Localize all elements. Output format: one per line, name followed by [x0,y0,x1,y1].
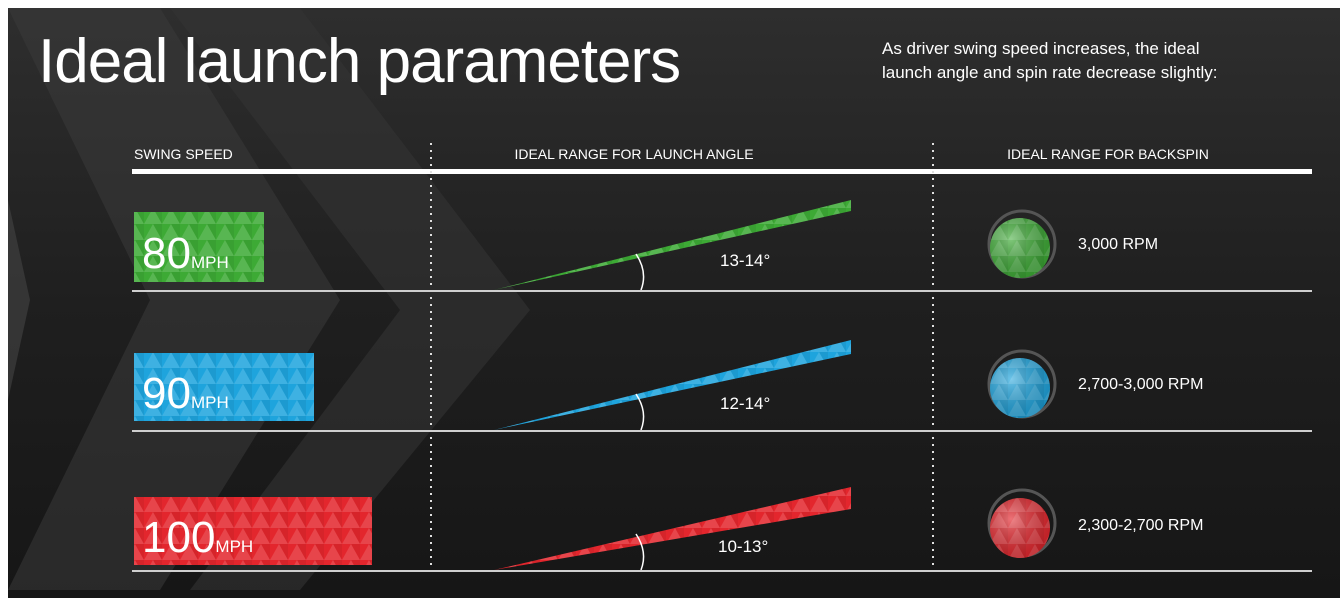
row-80mph: 80MPH 13-14° 3,000 RPM [132,200,1312,292]
chevron-decoration [8,8,530,590]
backspin-label: 2,700-3,000 RPM [1078,376,1203,393]
column-header-launch-angle: IDEAL RANGE FOR LAUNCH ANGLE [514,146,753,162]
row-90mph: 90MPH 12-14° 2,700-3,000 RPM [132,340,1312,432]
backspin-label: 3,000 RPM [1078,236,1158,253]
speed-badge-label: 80MPH [142,229,229,278]
launch-angle-wedge-pattern [494,200,851,290]
speed-value: 80 [142,229,191,278]
subtitle-line-1: As driver swing speed increases, the ide… [882,39,1200,58]
page-title: Ideal launch parameters [38,27,680,96]
column-header-swing-speed: SWING SPEED [134,146,233,162]
angle-arc [635,533,645,571]
row-100mph: 100MPH 10-13° 2,300-2,700 RPM [132,487,1312,572]
speed-unit: MPH [191,393,229,412]
angle-arc [635,253,645,291]
subtitle-line-2: launch angle and spin rate decrease slig… [882,63,1218,82]
launch-angle-label: 12-14° [720,394,770,413]
speed-unit: MPH [215,537,253,556]
header-rule [132,169,1312,174]
launch-angle-wedge-pattern [494,340,851,430]
spin-ball-shade [990,218,1050,278]
speed-badge-pattern [134,497,372,565]
launch-angle-label: 13-14° [720,251,770,270]
backspin-label: 2,300-2,700 RPM [1078,517,1203,534]
speed-value: 100 [142,513,215,562]
launch-angle-wedge-pattern [494,487,851,570]
spin-ball-shade [990,358,1050,418]
launch-angle-label: 10-13° [718,537,768,556]
speed-badge-label: 100MPH [142,513,253,562]
speed-unit: MPH [191,253,229,272]
speed-badge-pattern [134,212,264,282]
speed-badge-pattern [134,353,314,421]
column-header-backspin: IDEAL RANGE FOR BACKSPIN [1007,146,1209,162]
speed-value: 90 [142,369,191,418]
angle-arc [635,393,645,431]
speed-badge-label: 90MPH [142,369,229,418]
spin-ball-shade [990,498,1050,558]
